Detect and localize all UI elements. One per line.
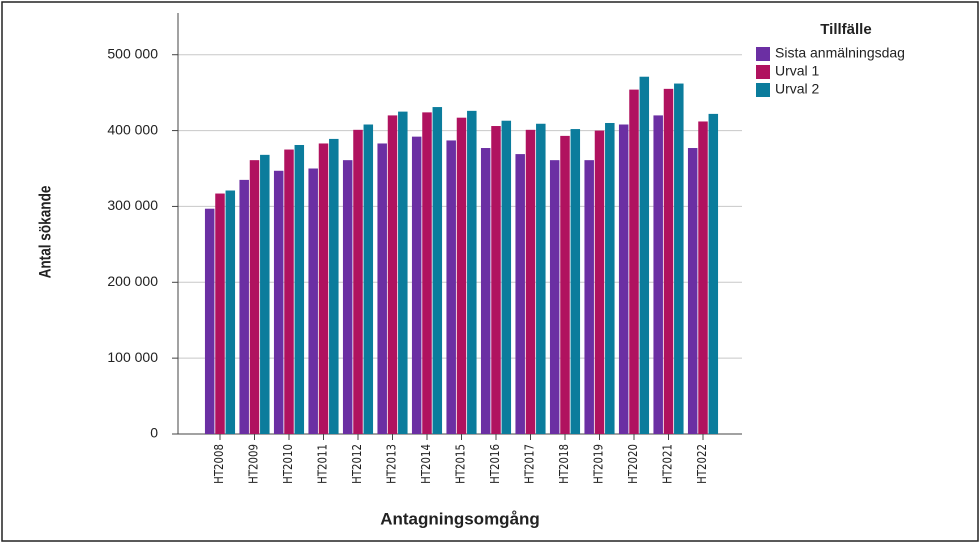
y-tick-label: 0 xyxy=(150,425,158,441)
y-tick-label: 100 000 xyxy=(107,349,158,365)
bar xyxy=(549,160,560,435)
x-tick-label: HT2011 xyxy=(316,444,330,484)
bar xyxy=(353,129,363,434)
bar xyxy=(239,179,249,434)
x-tick-label: HT2013 xyxy=(385,444,399,484)
y-tick-label: 400 000 xyxy=(107,121,158,137)
bar xyxy=(398,111,408,434)
bar xyxy=(467,110,477,434)
bar xyxy=(204,208,215,434)
x-tick-label: HT2019 xyxy=(592,444,606,484)
x-tick-label: HT2020 xyxy=(626,444,640,484)
bar xyxy=(318,143,329,434)
bar xyxy=(605,122,615,434)
bar xyxy=(491,126,501,435)
x-tick-label: HT2010 xyxy=(281,444,295,484)
bar xyxy=(411,136,422,434)
bar xyxy=(215,193,225,434)
bar xyxy=(674,83,684,434)
bar xyxy=(260,154,270,434)
bar xyxy=(387,115,398,435)
bar xyxy=(698,121,708,434)
bar xyxy=(687,148,698,434)
bar xyxy=(480,148,491,434)
legend-title: Tillfälle xyxy=(820,21,871,38)
legend-label: Sista anmälningsdag xyxy=(775,45,905,61)
bar xyxy=(639,76,650,434)
bar xyxy=(422,112,432,435)
bar xyxy=(536,123,546,435)
legend-swatch xyxy=(756,65,770,79)
legend-swatch xyxy=(756,83,770,97)
y-axis-title: Antal sökande xyxy=(36,185,55,278)
y-tick-label: 500 000 xyxy=(107,45,158,61)
x-tick-label: HT2017 xyxy=(523,444,537,484)
bar xyxy=(377,143,387,434)
legend-swatch xyxy=(756,47,770,61)
x-tick-label: HT2015 xyxy=(454,444,468,484)
y-tick-label: 200 000 xyxy=(107,273,158,289)
bar xyxy=(273,170,284,434)
x-tick-label: HT2014 xyxy=(419,444,433,484)
bar xyxy=(363,124,374,434)
bar xyxy=(456,117,467,434)
bar xyxy=(560,135,570,435)
bar xyxy=(629,89,639,435)
bar xyxy=(525,129,536,434)
bar xyxy=(446,140,456,434)
bar xyxy=(618,124,629,434)
x-tick-label: HT2016 xyxy=(488,444,502,484)
x-tick-label: HT2021 xyxy=(661,444,675,484)
x-tick-label: HT2008 xyxy=(212,444,226,484)
bar xyxy=(515,154,525,434)
bar xyxy=(432,107,443,434)
x-tick-label: HT2018 xyxy=(557,444,571,484)
x-tick-label: HT2022 xyxy=(695,444,709,484)
bar xyxy=(653,115,663,435)
bar xyxy=(308,168,318,434)
bar xyxy=(284,149,294,435)
bar xyxy=(294,144,305,434)
bar xyxy=(570,129,581,435)
bar xyxy=(249,160,260,435)
x-tick-label: HT2009 xyxy=(247,444,261,484)
bar xyxy=(501,120,512,434)
bar xyxy=(594,130,605,434)
y-tick-label: 300 000 xyxy=(107,197,158,213)
bar xyxy=(584,160,594,435)
legend-label: Urval 1 xyxy=(775,63,820,79)
bar xyxy=(329,138,339,434)
bar xyxy=(708,113,719,434)
legend-label: Urval 2 xyxy=(775,81,820,97)
x-axis-title: Antagningsomgång xyxy=(380,509,540,528)
bar xyxy=(225,190,236,434)
x-tick-label: HT2012 xyxy=(350,444,364,484)
bar xyxy=(663,88,674,434)
bar xyxy=(342,160,353,435)
